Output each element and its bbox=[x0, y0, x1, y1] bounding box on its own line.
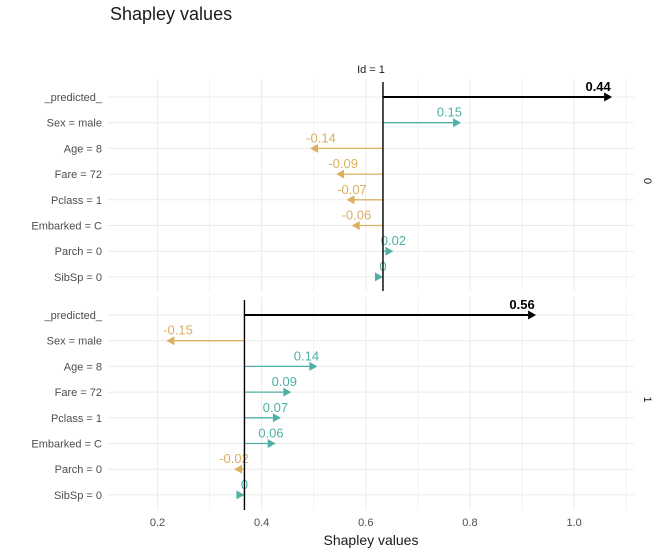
arrow-head bbox=[604, 92, 613, 102]
y-tick-label: Age = 8 bbox=[64, 143, 102, 155]
arrow-head bbox=[453, 118, 462, 128]
strip-label: Id = 1 bbox=[357, 64, 385, 76]
arrow-head bbox=[272, 413, 281, 423]
arrow-head bbox=[309, 361, 318, 371]
x-tick-label: 0.6 bbox=[358, 517, 373, 529]
x-axis-title: Shapley values bbox=[324, 532, 419, 548]
y-tick-label: Fare = 72 bbox=[55, 387, 102, 399]
y-tick-label: SibSp = 0 bbox=[54, 272, 102, 284]
y-tick-label: Age = 8 bbox=[64, 361, 102, 373]
arrow-head bbox=[346, 195, 355, 205]
y-tick-label: Parch = 0 bbox=[55, 246, 102, 258]
facet-label: 1 bbox=[641, 396, 653, 402]
y-tick-label: _predicted_ bbox=[44, 92, 103, 104]
arrow-head bbox=[374, 272, 383, 282]
arrow-head bbox=[528, 310, 537, 320]
x-tick-label: 0.2 bbox=[150, 517, 165, 529]
y-tick-label: Sex = male bbox=[47, 336, 102, 348]
value-label: 0.02 bbox=[381, 233, 406, 248]
value-label: 0.56 bbox=[509, 297, 534, 312]
value-label: -0.06 bbox=[342, 208, 372, 223]
y-tick-label: Parch = 0 bbox=[55, 464, 102, 476]
arrow-head bbox=[166, 336, 175, 346]
facet-label: 0 bbox=[641, 178, 653, 184]
arrow-head bbox=[283, 387, 292, 397]
value-label: -0.02 bbox=[219, 451, 249, 466]
facet-panel-0: _predicted_ 0.44 Sex = male 0.15 Age = 8 -0.1… bbox=[31, 79, 653, 291]
y-tick-label: Embarked = C bbox=[31, 439, 102, 451]
y-tick-label: Pclass = 1 bbox=[51, 195, 102, 207]
facet-panel-1: _predicted_ 0.56 Sex = male -0.15 Age = 8 0.1… bbox=[31, 297, 653, 510]
value-label: 0.09 bbox=[272, 374, 297, 389]
value-label: -0.14 bbox=[306, 130, 336, 145]
y-tick-label: Pclass = 1 bbox=[51, 413, 102, 425]
chart-title: Shapley values bbox=[110, 4, 232, 24]
arrow-head bbox=[267, 439, 276, 448]
y-tick-label: Sex = male bbox=[47, 118, 102, 130]
value-label: 0.44 bbox=[585, 79, 611, 94]
arrow-head bbox=[234, 464, 243, 474]
arrow-head bbox=[351, 221, 360, 230]
arrow-head bbox=[336, 169, 345, 179]
value-label: 0.06 bbox=[258, 426, 283, 441]
arrow-head bbox=[385, 246, 394, 256]
y-tick-label: Embarked = C bbox=[31, 221, 102, 233]
x-tick-label: 0.4 bbox=[254, 517, 269, 529]
value-label: 0.15 bbox=[437, 105, 462, 120]
value-label: 0.07 bbox=[263, 400, 288, 415]
x-tick-label: 1.0 bbox=[566, 517, 581, 529]
y-tick-label: SibSp = 0 bbox=[54, 490, 102, 502]
arrow-head bbox=[236, 490, 245, 500]
value-label: -0.07 bbox=[337, 182, 367, 197]
value-label: -0.09 bbox=[328, 156, 358, 171]
value-label: 0.14 bbox=[294, 348, 319, 363]
y-tick-label: _predicted_ bbox=[44, 310, 103, 322]
x-tick-label: 0.8 bbox=[462, 517, 477, 529]
arrow-head bbox=[310, 143, 319, 153]
value-label: -0.15 bbox=[163, 323, 193, 338]
y-tick-label: Fare = 72 bbox=[55, 169, 102, 181]
